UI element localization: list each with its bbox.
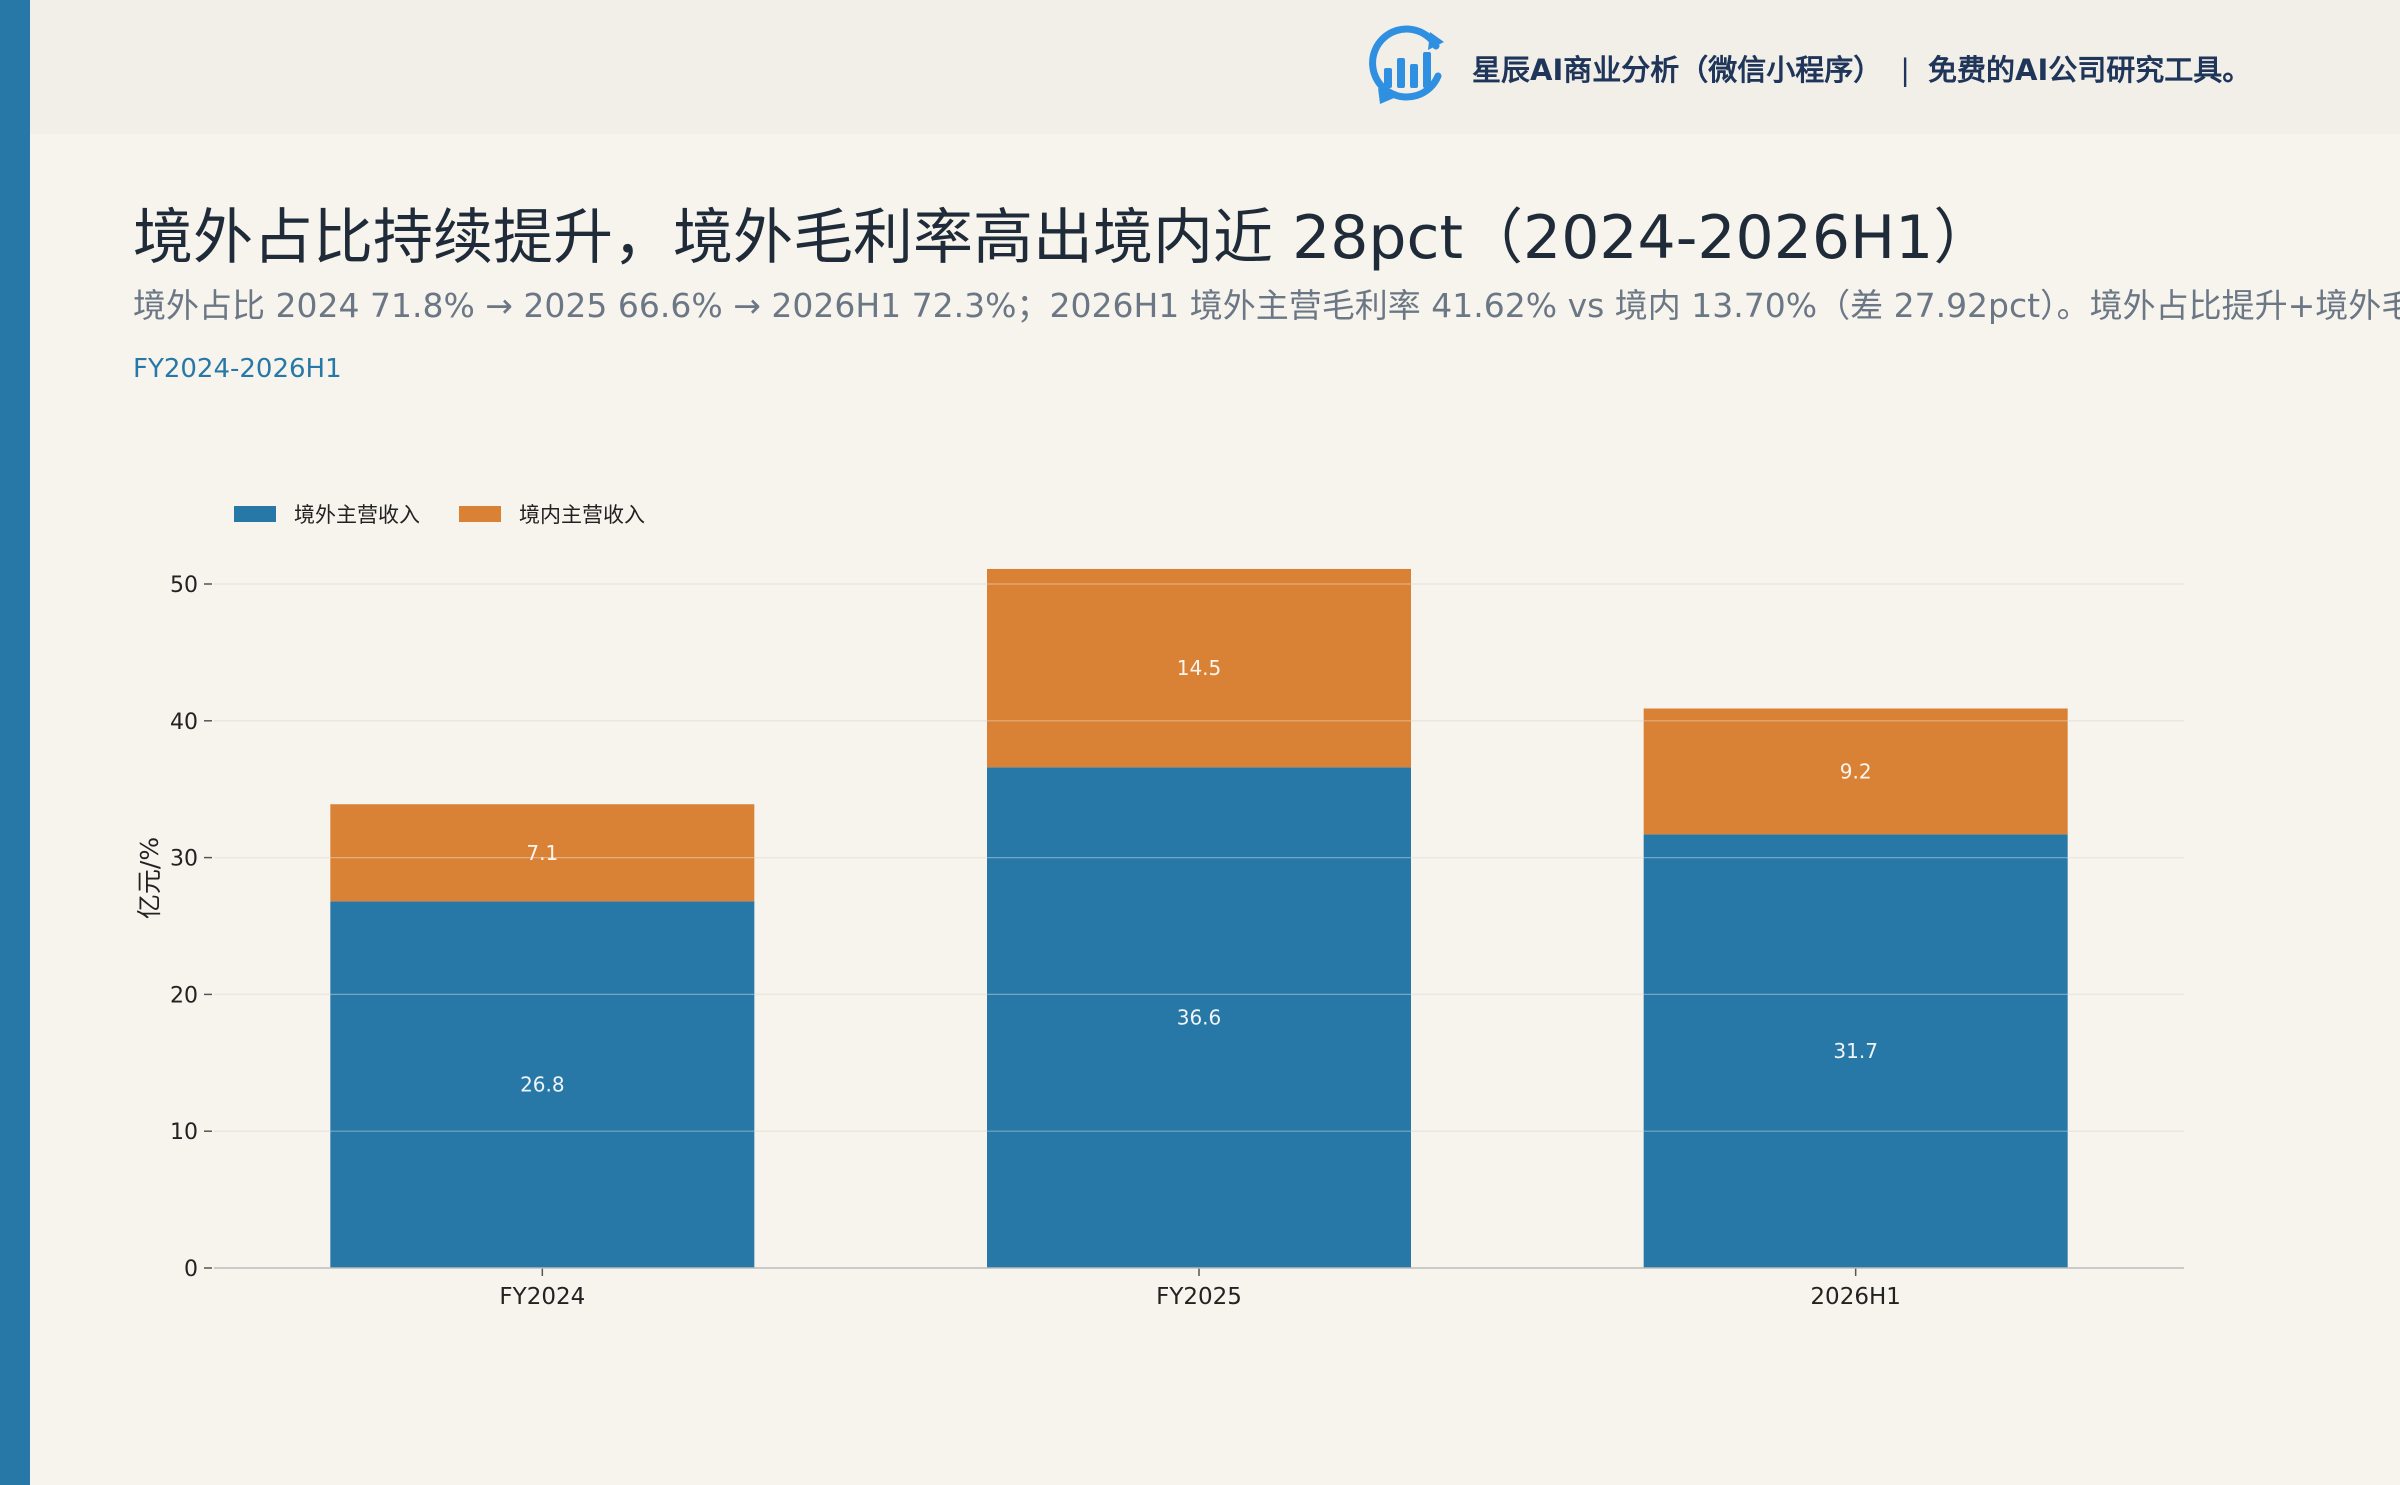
data-label-2026H1-series-0: 31.7 <box>1833 1039 1878 1063</box>
bar-FY2024-series-1 <box>330 804 755 902</box>
brand-header <box>30 0 2400 134</box>
left-accent-bar <box>0 0 30 1485</box>
legend-label-0: 境外主营收入 <box>294 503 420 527</box>
legend-label-1: 境内主营收入 <box>519 503 645 527</box>
bar-FY2025-series-0 <box>987 767 1411 1268</box>
brand-separator: | <box>1900 53 1911 87</box>
y-tick-label-20: 20 <box>170 983 198 1008</box>
bar-FY2025-series-1 <box>987 568 1411 768</box>
data-label-FY2024-series-0: 26.8 <box>520 1073 565 1097</box>
page-subtitle: 境外占比 2024 71.8% → 2025 66.6% → 2026H1 72… <box>133 286 2400 325</box>
y-tick-label-10: 10 <box>170 1120 198 1145</box>
legend-swatch-0 <box>234 506 276 522</box>
x-tick-label-0: FY2024 <box>499 1284 585 1310</box>
y-axis-label: 亿元/% <box>135 837 164 919</box>
brand-tagline: 免费的AI公司研究工具。 <box>1928 53 2252 87</box>
y-tick-label-0: 0 <box>184 1257 198 1282</box>
bar-2026H1-series-1 <box>1643 708 2068 835</box>
y-tick-label-40: 40 <box>170 710 198 735</box>
bar-2026H1-series-0 <box>1643 834 2068 1268</box>
x-tick-label-2: 2026H1 <box>1810 1284 1900 1310</box>
data-label-2026H1-series-1: 9.2 <box>1840 759 1872 783</box>
data-label-FY2025-series-1: 14.5 <box>1177 656 1222 680</box>
page-title: 境外占比持续提升，境外毛利率高出境内近 28pct（2024-2026H1） <box>133 203 1994 273</box>
x-tick-label-1: FY2025 <box>1156 1284 1242 1310</box>
brand-text: 星辰AI商业分析（微信小程序） | 免费的AI公司研究工具。 <box>1472 52 2251 88</box>
bar-FY2024-series-0 <box>330 901 755 1268</box>
data-label-FY2024-series-1: 7.1 <box>526 841 558 865</box>
bar-chart-refresh-icon[interactable] <box>1364 22 1448 108</box>
period-label: FY2024-2026H1 <box>133 354 342 384</box>
brand-name: 星辰AI商业分析（微信小程序） <box>1472 53 1883 87</box>
y-tick-label-30: 30 <box>170 847 198 872</box>
legend-swatch-1 <box>459 506 501 522</box>
y-tick-label-50: 50 <box>170 573 198 598</box>
data-label-FY2025-series-0: 36.6 <box>1177 1006 1222 1030</box>
